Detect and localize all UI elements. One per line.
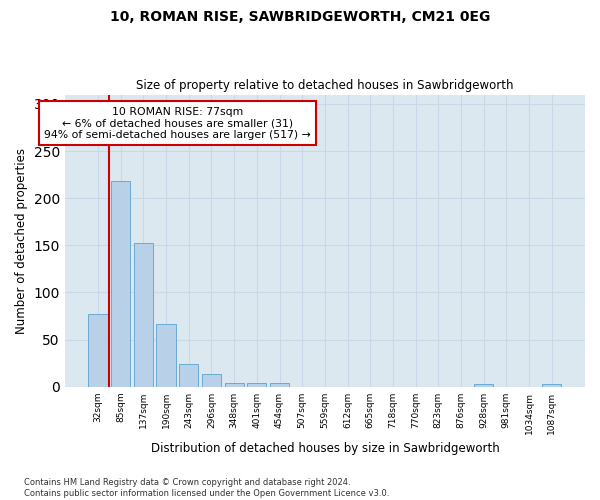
Bar: [247, 383, 266, 386]
Bar: [111, 182, 130, 386]
Bar: [202, 374, 221, 386]
Y-axis label: Number of detached properties: Number of detached properties: [15, 148, 28, 334]
Bar: [474, 384, 493, 386]
Bar: [134, 244, 153, 386]
Title: Size of property relative to detached houses in Sawbridgeworth: Size of property relative to detached ho…: [136, 79, 514, 92]
Bar: [270, 383, 289, 386]
Bar: [542, 384, 562, 386]
X-axis label: Distribution of detached houses by size in Sawbridgeworth: Distribution of detached houses by size …: [151, 442, 499, 455]
Text: 10, ROMAN RISE, SAWBRIDGEWORTH, CM21 0EG: 10, ROMAN RISE, SAWBRIDGEWORTH, CM21 0EG: [110, 10, 490, 24]
Text: Contains HM Land Registry data © Crown copyright and database right 2024.
Contai: Contains HM Land Registry data © Crown c…: [24, 478, 389, 498]
Bar: [157, 324, 176, 386]
Bar: [179, 364, 199, 386]
Bar: [88, 314, 108, 386]
Text: 10 ROMAN RISE: 77sqm
← 6% of detached houses are smaller (31)
94% of semi-detach: 10 ROMAN RISE: 77sqm ← 6% of detached ho…: [44, 107, 311, 140]
Bar: [224, 383, 244, 386]
